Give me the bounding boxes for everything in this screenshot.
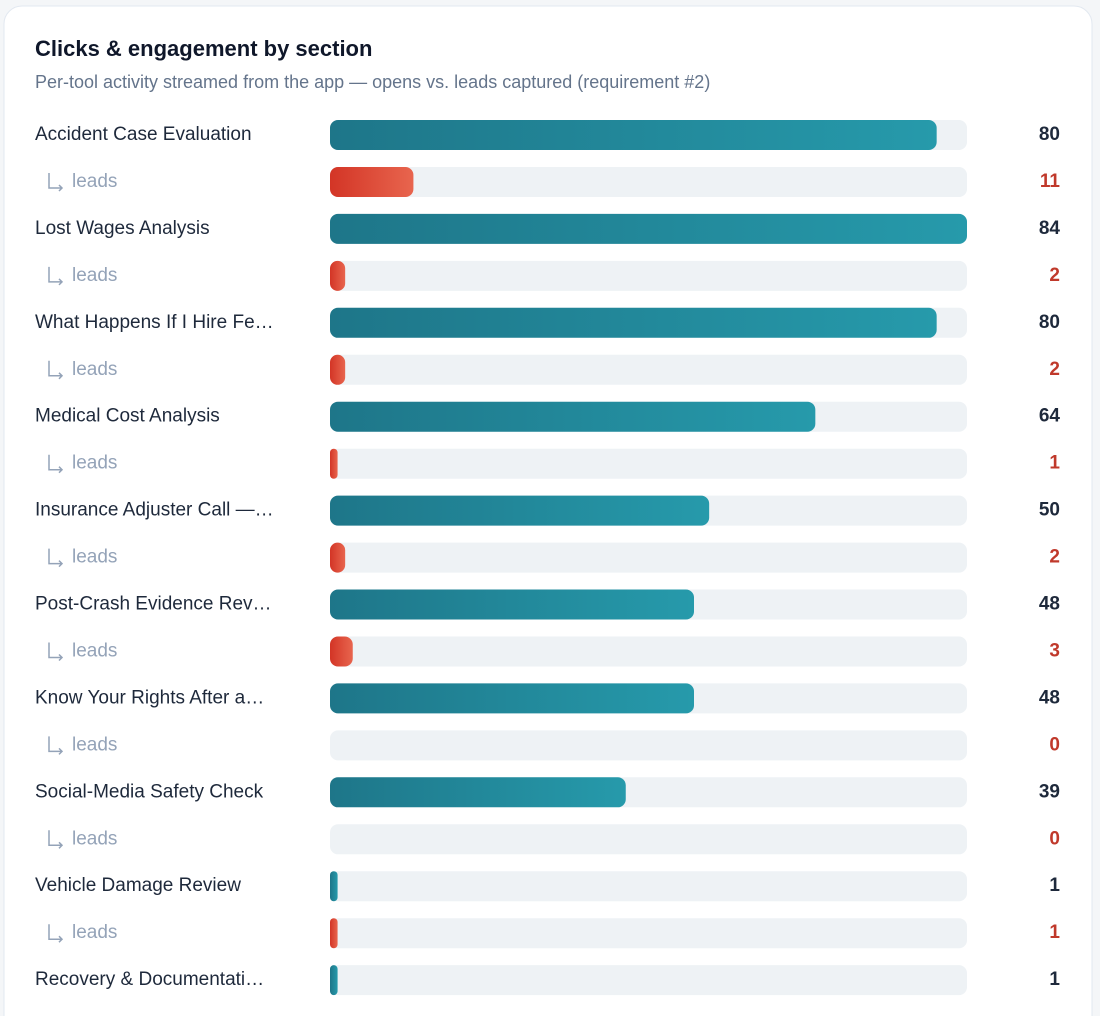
bar-track	[330, 824, 967, 855]
bar	[330, 589, 694, 620]
bar-track	[330, 965, 967, 996]
bar	[330, 871, 338, 902]
value-label: 80	[1039, 312, 1060, 333]
bar-track	[330, 260, 967, 291]
value-label: 2	[1049, 265, 1060, 286]
value-label: 2	[1049, 359, 1060, 380]
value-label: 11	[1040, 171, 1061, 192]
value-label: 0	[1049, 828, 1060, 849]
bar	[330, 260, 346, 291]
category-label: Vehicle Damage Review	[35, 875, 241, 896]
series-label: leads	[72, 828, 117, 849]
series-label: leads	[72, 547, 117, 568]
bar	[330, 965, 338, 996]
bar	[330, 777, 626, 808]
category-label: Accident Case Evaluation	[35, 124, 252, 145]
bar	[330, 448, 338, 479]
chart-subtitle: Per-tool activity streamed from the app …	[35, 72, 710, 92]
value-label: 48	[1039, 687, 1060, 708]
category-label: Post-Crash Evidence Rev…	[35, 594, 272, 615]
bar-track	[330, 542, 967, 573]
bar-track	[330, 354, 967, 385]
value-label: 84	[1039, 218, 1061, 239]
series-label: leads	[72, 265, 117, 286]
value-label: 3	[1049, 641, 1060, 662]
value-label: 2	[1049, 547, 1060, 568]
value-label: 1	[1049, 922, 1060, 943]
value-label: 50	[1039, 500, 1060, 521]
chart-title: Clicks & engagement by section	[35, 36, 372, 61]
bar	[330, 120, 937, 150]
bar	[330, 307, 937, 338]
bar-track	[330, 730, 967, 761]
sub-row-icon	[48, 173, 64, 192]
bar	[330, 167, 414, 197]
sub-row-icon	[48, 548, 64, 568]
bar-track	[330, 167, 967, 197]
bar-track	[330, 448, 967, 479]
bar	[330, 213, 967, 244]
value-label: 80	[1039, 124, 1060, 145]
sub-row-icon	[48, 830, 64, 849]
bar	[330, 918, 338, 949]
bar-track	[330, 918, 967, 949]
value-label: 1	[1049, 969, 1060, 990]
category-label: Insurance Adjuster Call —…	[35, 500, 274, 521]
sub-row-icon	[48, 924, 64, 943]
bar	[330, 636, 353, 667]
series-label: leads	[72, 359, 117, 380]
value-label: 64	[1039, 406, 1061, 427]
value-label: 48	[1039, 594, 1060, 615]
sub-row-icon	[48, 360, 64, 380]
sub-row-icon	[48, 736, 64, 755]
value-label: 0	[1049, 734, 1060, 755]
sub-row-icon	[48, 642, 64, 662]
series-label: leads	[72, 171, 117, 192]
category-label: What Happens If I Hire Fe…	[35, 312, 274, 333]
category-label: Lost Wages Analysis	[35, 218, 210, 239]
sub-row-icon	[48, 454, 64, 474]
series-label: leads	[72, 734, 117, 755]
value-label: 1	[1049, 453, 1060, 474]
series-label: leads	[72, 453, 117, 474]
category-label: Recovery & Documentati…	[35, 969, 264, 990]
bar-track	[330, 871, 967, 902]
category-label: Know Your Rights After a…	[35, 687, 264, 708]
series-label: leads	[72, 641, 117, 662]
value-label: 1	[1049, 875, 1060, 896]
bar-track	[330, 636, 967, 667]
bar	[330, 495, 710, 526]
bar	[330, 401, 816, 432]
series-label: leads	[72, 922, 117, 943]
bar	[330, 683, 694, 714]
bar	[330, 354, 346, 385]
category-label: Medical Cost Analysis	[35, 406, 220, 427]
category-label: Social-Media Safety Check	[35, 781, 264, 802]
sub-row-icon	[48, 266, 64, 286]
bar	[330, 542, 346, 573]
value-label: 39	[1039, 781, 1060, 802]
